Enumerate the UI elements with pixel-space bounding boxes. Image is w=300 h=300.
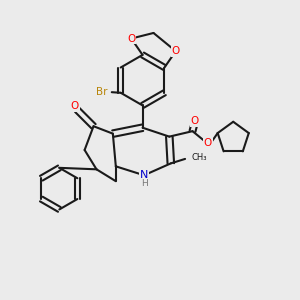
Text: H: H <box>141 179 147 188</box>
Text: N: N <box>140 170 148 180</box>
Text: O: O <box>172 46 180 56</box>
Text: O: O <box>204 139 212 148</box>
Text: CH₃: CH₃ <box>192 153 207 162</box>
Text: Br: Br <box>96 87 107 97</box>
Text: O: O <box>127 34 135 44</box>
Text: O: O <box>71 101 79 111</box>
Text: O: O <box>190 116 199 126</box>
